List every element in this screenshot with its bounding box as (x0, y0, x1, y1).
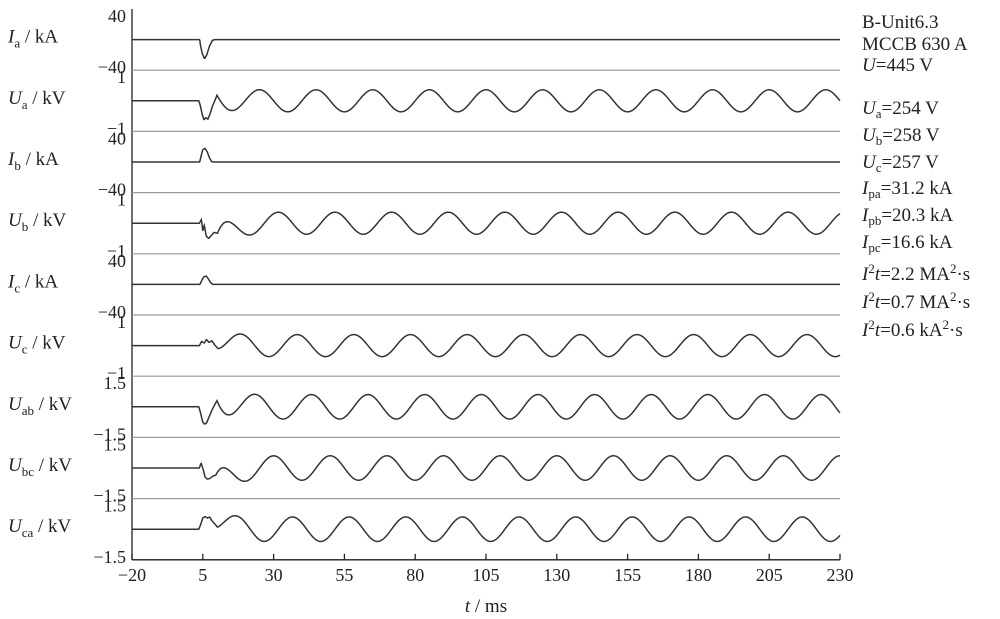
y-tick-top-ua: 1 (117, 67, 126, 87)
y-tick-top-uca: 1.5 (104, 496, 127, 516)
x-tick-label: 205 (756, 565, 783, 585)
trace-uca (132, 514, 841, 543)
let-through-energy-a: I2t=2.2 MA2·s (862, 261, 971, 286)
y-tick-top-ia: 40 (108, 6, 126, 26)
let-through-energy-c: I2t=0.6 kA2·s (862, 316, 963, 341)
trace-ua (132, 88, 841, 121)
x-tick-label: 80 (406, 565, 424, 585)
y-tick-top-uab: 1.5 (104, 373, 127, 393)
y-tick-bottom-ib: −40 (98, 180, 126, 200)
channel-uab: 1.5 −1.5 Uab / kV (8, 373, 841, 444)
channel-label-ib: Ib / kA (7, 149, 59, 173)
y-tick-top-ib: 40 (108, 128, 126, 148)
x-tick-label: 180 (685, 565, 712, 585)
x-tick-label: 5 (198, 565, 207, 585)
trace-ubc (132, 455, 841, 483)
phase-voltage-a: Ua=254 V (862, 98, 939, 122)
y-tick-bottom-ic: −40 (98, 302, 126, 322)
y-tick-top-uc: 1 (117, 312, 126, 332)
x-tick-label: 230 (827, 565, 854, 585)
channel-ic: 40 −40 Ic / kA (7, 251, 840, 322)
y-tick-bottom-ub: −1 (107, 241, 126, 261)
trace-ib (132, 147, 840, 163)
trace-ia (132, 38, 840, 60)
x-tick-label: 55 (335, 565, 353, 585)
y-tick-top-ub: 1 (117, 190, 126, 210)
y-tick-top-ubc: 1.5 (104, 434, 127, 454)
x-tick-label: 155 (614, 565, 641, 585)
phase-voltage-c: Uc=257 V (862, 151, 939, 175)
trace-ic (132, 275, 840, 286)
channel-uca: 1.5 −1.5 Uca / kV (8, 496, 841, 567)
channel-ub: 1 −1 Ub / kV (8, 190, 841, 261)
let-through-energy-b: I2t=0.7 MA2·s (862, 289, 971, 314)
channel-ib: 40 −40 Ib / kA (7, 128, 840, 200)
y-tick-bottom-uca: −1.5 (93, 547, 126, 567)
x-tick-label: 105 (473, 565, 500, 585)
channel-ia: 40 −40 Ia / kA (7, 6, 840, 77)
x-tick-label: 130 (543, 565, 570, 585)
x-tick-label: −20 (118, 565, 146, 585)
peak-current-a: Ipa=31.2 kA (862, 178, 953, 202)
channel-label-ic: Ic / kA (7, 271, 58, 295)
y-tick-top-ic: 40 (108, 251, 126, 271)
channel-label-uc: Uc / kV (8, 333, 66, 357)
channel-label-ubc: Ubc / kV (8, 455, 72, 479)
x-axis-label: t / ms (465, 596, 507, 617)
channel-ubc: 1.5 −1.5 Ubc / kV (8, 434, 841, 506)
channel-label-uca: Uca / kV (8, 516, 72, 540)
x-tick-label: 30 (265, 565, 283, 585)
trace-uc (132, 333, 841, 358)
phase-voltage-b: Ub=258 V (862, 124, 940, 148)
channel-uc: 1 −1 Uc / kV (8, 312, 841, 383)
y-tick-bottom-uab: −1.5 (93, 424, 126, 444)
test-unit-label: B-Unit6.3 (862, 12, 939, 33)
y-tick-bottom-ua: −1 (107, 118, 126, 138)
test-parameters-panel: B-Unit6.3 MCCB 630 A U=445 V Ua=254 V Ub… (862, 12, 998, 341)
test-voltage: U=445 V (862, 55, 934, 77)
channel-ua: 1 −1 Ua / kV (8, 67, 841, 138)
channel-label-uab: Uab / kV (8, 394, 72, 418)
trace-ub (132, 211, 841, 240)
peak-current-b: Ipb=20.3 kA (862, 204, 954, 228)
y-tick-bottom-ubc: −1.5 (93, 486, 126, 506)
channel-label-ua: Ua / kV (8, 88, 66, 112)
y-tick-bottom-uc: −1 (107, 363, 126, 383)
channel-label-ub: Ub / kV (8, 210, 67, 234)
breaker-label: MCCB 630 A (862, 33, 968, 55)
channel-label-ia: Ia / kA (7, 27, 58, 51)
peak-current-c: Ipc=16.6 kA (862, 231, 953, 255)
y-tick-bottom-ia: −40 (98, 57, 126, 77)
trace-uab (132, 393, 841, 425)
